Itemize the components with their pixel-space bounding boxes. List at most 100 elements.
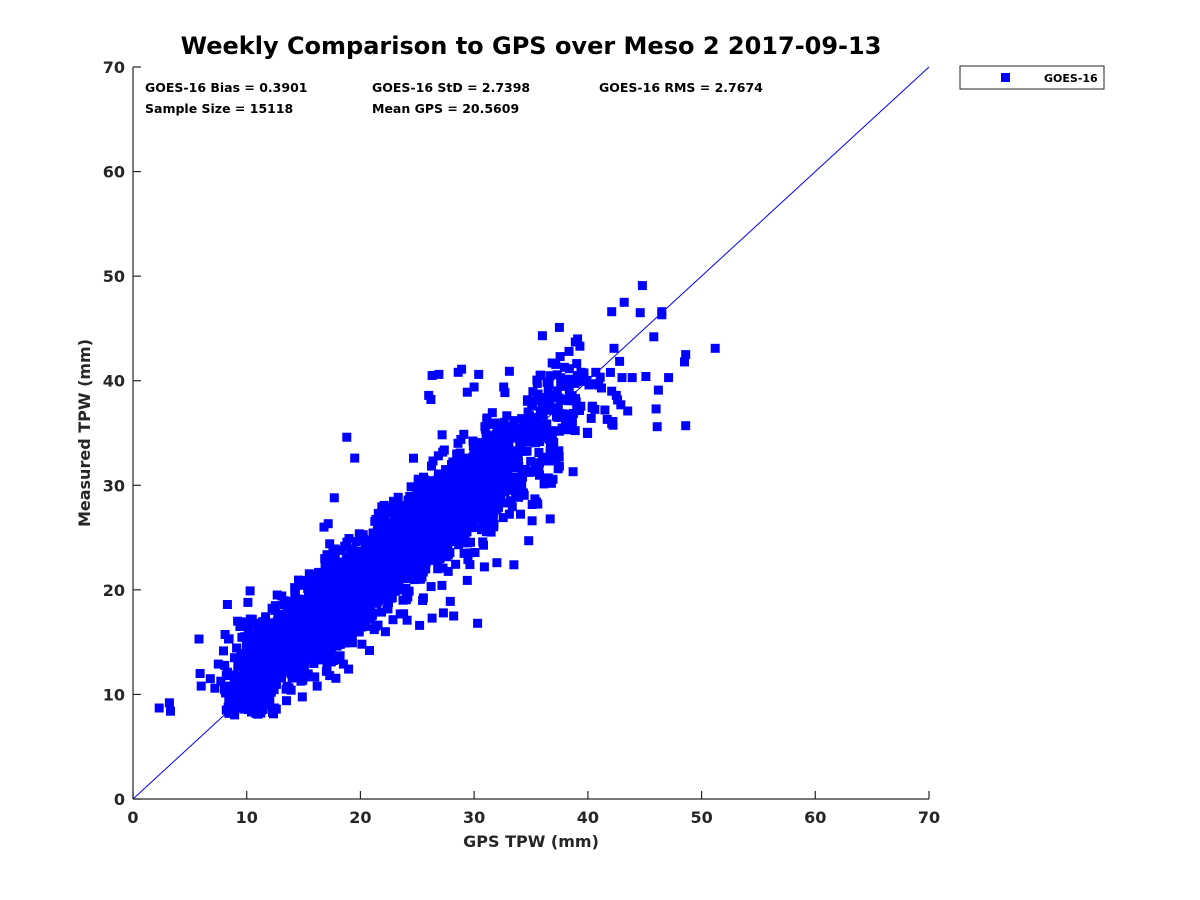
data-point [510,473,520,482]
scatter-points [154,281,720,720]
data-point [584,380,594,390]
data-point [411,488,421,498]
data-point [289,631,299,641]
data-point [564,346,574,356]
data-point [466,458,476,468]
data-point [545,446,555,456]
data-point [466,489,476,499]
data-point [451,505,460,515]
data-point [388,523,398,533]
data-point [428,483,438,493]
x-tick-label: 60 [804,808,826,827]
data-point [447,513,457,523]
data-point [521,446,530,456]
data-point [572,402,582,411]
data-point [533,499,543,509]
data-point [267,639,277,649]
data-point [367,596,377,606]
data-point [611,390,621,400]
data-point [255,704,265,714]
data-point [316,655,326,665]
data-point [361,569,371,579]
data-point [391,551,401,561]
data-point [415,620,425,630]
data-point [445,548,455,558]
data-point [486,527,496,537]
data-point [438,563,448,573]
data-point [391,585,401,595]
data-point [492,495,502,505]
data-point [475,506,485,516]
data-point [276,625,285,635]
data-point [350,453,360,463]
data-point [573,334,583,344]
data-point [220,660,230,670]
data-point [352,597,362,607]
data-point [507,428,517,438]
data-point [335,582,345,592]
data-point [479,446,489,456]
data-point [338,659,348,669]
data-point [459,429,469,439]
y-tick-label: 70 [103,58,125,77]
data-point [570,426,580,436]
data-point [653,385,663,395]
data-point [652,422,662,432]
data-point [491,470,501,480]
data-point [247,675,257,685]
data-point [497,435,507,445]
data-point [387,579,397,589]
data-point [354,627,364,637]
data-point [564,364,574,374]
stat-sample-size: Sample Size = 15118 [145,101,293,116]
data-point [515,442,525,452]
stat-std: GOES-16 StD = 2.7398 [372,80,530,95]
data-point [556,394,566,404]
axes [132,67,929,800]
data-point [402,615,412,625]
data-point [487,408,497,418]
data-point [257,695,266,705]
data-point [452,449,462,459]
data-point [306,645,316,655]
data-point [348,549,358,559]
data-point [438,500,448,510]
data-point [307,576,317,586]
data-point [242,653,252,663]
data-point [350,573,360,583]
data-point [345,618,354,628]
data-point [319,585,329,595]
data-point [320,648,330,658]
data-point [453,515,463,525]
data-point [637,281,647,291]
data-point [362,553,372,563]
data-point [595,372,605,382]
y-tick-label: 10 [103,685,125,704]
data-point [438,528,448,538]
data-point [238,661,248,671]
data-point [547,358,557,368]
data-point [426,582,436,592]
data-point [651,404,661,414]
data-point [348,556,358,565]
data-point [390,560,400,570]
data-point [353,561,363,571]
data-point [306,604,316,614]
data-point [366,613,376,623]
data-point [271,704,281,714]
data-point [468,441,478,451]
data-point [297,667,307,677]
data-point [394,565,404,575]
data-point [543,384,553,394]
data-point [389,496,398,506]
data-point [405,567,415,577]
data-point [239,692,249,701]
data-point [480,459,490,469]
data-point [442,509,452,519]
data-point [545,371,555,381]
data-point [330,554,340,563]
data-point [342,432,352,442]
data-point [429,514,439,524]
data-point [406,482,416,492]
